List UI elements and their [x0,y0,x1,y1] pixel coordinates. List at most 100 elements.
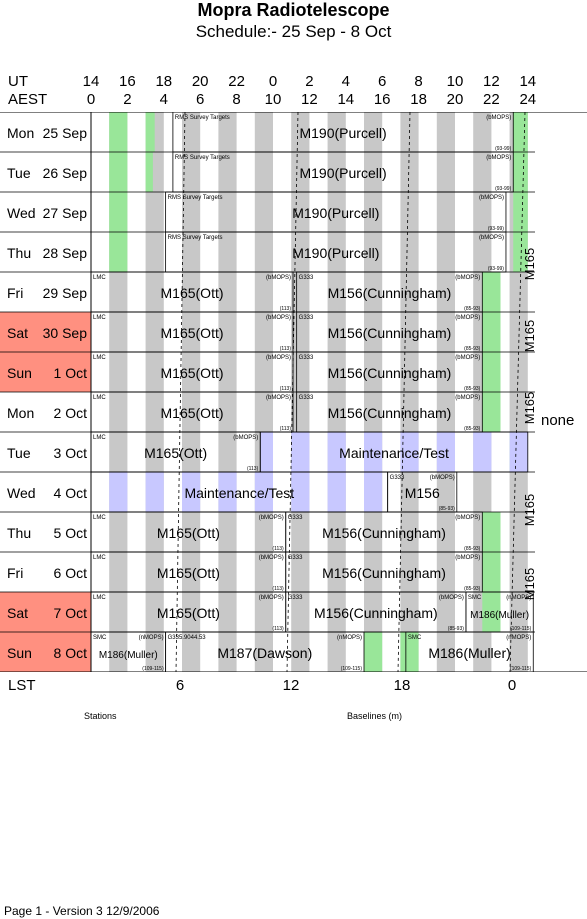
block-backend: (bMOPS) [455,555,480,561]
maintenance-stripe [260,432,273,472]
block-backend: (nMOPS) [506,635,531,641]
block-source: G333 [299,275,314,281]
block-freq: (109-115) [341,666,363,672]
block-backend: (bMOPS) [479,195,504,201]
stations-label: Stations [84,711,117,721]
block-source: G333 [390,475,405,481]
block-title: M190(Purcell) [299,125,386,141]
block-title: M190(Purcell) [292,205,379,221]
aest-axis-label: AEST [8,91,48,108]
block-freq: (113) [280,346,292,352]
block-backend: (bMOPS) [479,235,504,241]
day-date: 25 Sep [43,125,88,141]
day-date: 8 Oct [54,645,88,661]
block-title: M156 [405,485,440,501]
maintenance-stripe [436,432,455,472]
vertical-project-label: M165 [522,320,537,353]
block-title: M186(Muller) [470,610,529,621]
block-backend: (bMOPS) [455,515,480,521]
block-title: M165(Ott) [144,445,207,461]
block-freq: (113) [280,426,292,432]
block-freq: (85-93) [464,346,480,352]
lst-axis-label: LST [8,677,36,694]
day-of-week: Wed [7,205,36,221]
ut-tick-label: 16 [119,73,136,90]
aest-tick-label: 2 [123,91,132,108]
day-date: 2 Oct [54,405,88,421]
day-of-week: Sat [7,325,28,341]
ut-tick-label: 4 [341,73,350,90]
ut-tick-label: 18 [155,73,173,90]
page-footer: Page 1 - Version 3 12/9/2006 [4,904,160,918]
page-subtitle: Schedule:- 25 Sep - 8 Oct [195,22,392,41]
block-title: M165(Ott) [161,285,224,301]
block-title: M156(Cunningham) [314,605,438,621]
block-freq: (109-115) [142,666,164,672]
green-band [109,152,128,192]
vertical-project-label: M165 [522,568,537,601]
weekend-bg [0,592,91,632]
maintenance-stripe [291,472,310,512]
block-freq: (85-93) [464,426,480,432]
maintenance-stripe [291,432,310,472]
block-source: RMS Survey Targets [168,235,223,241]
aest-tick-label: 24 [519,91,537,108]
maintenance-stripe [364,432,383,472]
block-title: M156(Cunningham) [328,365,452,381]
day-date: 1 Oct [54,365,88,381]
aest-tick-label: 16 [373,91,391,108]
vertical-project-label: M165 [522,392,537,425]
vertical-project-label: M165 [522,494,537,527]
maintenance-stripe [109,472,128,512]
block-title: M156(Cunningham) [328,285,452,301]
block-freq: (109-115) [510,626,532,632]
maintenance-stripe [218,472,237,512]
maintenance-stripe [509,432,528,472]
block-freq: (85-93) [464,306,480,312]
block-title: M156(Cunningham) [328,405,452,421]
block-title: M186(Muller) [428,645,510,661]
day-date: 28 Sep [43,245,88,261]
block-source: G335.9044.53 [168,635,207,641]
block-freq: (113) [280,386,292,392]
block-source: G333 [288,515,303,521]
block-freq: (85-93) [464,386,480,392]
day-date: 30 Sep [43,325,88,341]
block-backend: (nMOPS) [506,595,531,601]
green-band [145,112,155,152]
weekend-bg [0,352,91,392]
block-title: Maintenance/Test [339,445,449,461]
block-freq: (113) [272,546,284,552]
block-source: LMC [93,555,106,561]
block-backend: (bMOPS) [259,555,284,561]
block-source: G333 [288,595,303,601]
day-of-week: Wed [7,485,36,501]
lst-tick-label: 18 [393,677,411,694]
block-backend: (bMOPS) [266,315,291,321]
aest-tick-label: 8 [232,91,241,108]
block-source: G333 [299,355,314,361]
block-source: LMC [93,515,106,521]
block-title: M165(Ott) [161,365,224,381]
block-backend: (bMOPS) [266,395,291,401]
green-band [364,632,383,672]
day-of-week: Fri [7,565,23,581]
day-date: 3 Oct [54,445,88,461]
block-backend: (bMOPS) [486,115,511,121]
block-backend: (bMOPS) [430,475,455,481]
ut-tick-label: 2 [305,73,314,90]
aest-tick-label: 6 [196,91,205,108]
day-of-week: Sat [7,605,28,621]
ut-tick-label: 0 [268,73,278,90]
day-of-week: Mon [7,125,34,141]
block-source: G333 [299,395,314,401]
block-freq: (85-93) [464,586,480,592]
day-of-week: Tue [7,445,31,461]
block-title: M156(Cunningham) [322,565,446,581]
baselines-label: Baselines (m) [347,711,403,721]
ut-tick-label: 12 [483,73,500,90]
maintenance-stripe [145,472,164,512]
block-source: SMC [408,635,422,641]
block-backend: (bMOPS) [455,355,480,361]
block-freq: (93-99) [495,186,511,192]
